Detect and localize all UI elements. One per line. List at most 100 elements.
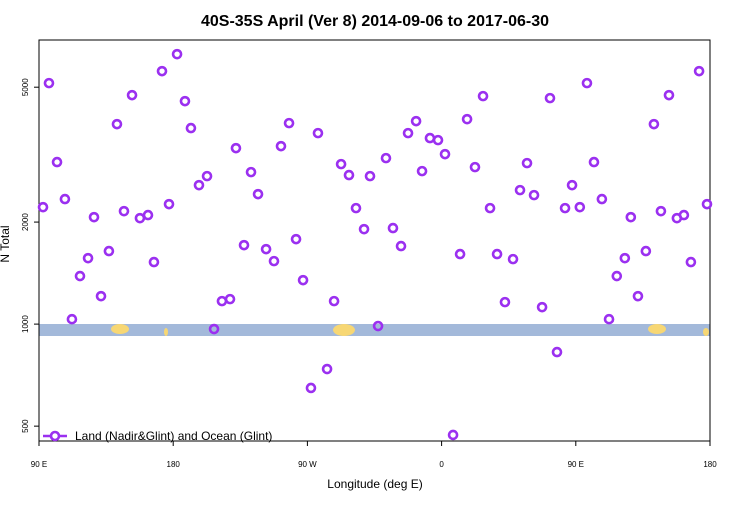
legend: Land (Nadir&Glint) and Ocean (Glint) <box>43 429 272 443</box>
data-point <box>142 209 154 221</box>
legend-label: Land (Nadir&Glint) and Ocean (Glint) <box>75 429 272 443</box>
data-point <box>252 188 264 200</box>
data-point <box>432 134 444 146</box>
x-tick-label: 90 E <box>31 460 47 469</box>
data-point <box>514 184 526 196</box>
data-point <box>372 320 384 332</box>
data-point <box>640 245 652 257</box>
data-point <box>566 179 578 191</box>
data-point <box>335 158 347 170</box>
data-point <box>43 77 55 89</box>
data-point <box>358 223 370 235</box>
data-point <box>208 323 220 335</box>
land-shape <box>648 324 666 334</box>
data-point <box>603 313 615 325</box>
data-point <box>163 198 175 210</box>
legend-marker <box>49 430 61 442</box>
data-point <box>118 205 130 217</box>
data-point <box>693 65 705 77</box>
data-point <box>343 169 355 181</box>
data-point <box>224 293 236 305</box>
data-point <box>283 117 295 129</box>
data-point <box>581 77 593 89</box>
land-shape <box>703 328 709 336</box>
data-point <box>544 92 556 104</box>
y-tick-label: 1000 <box>21 315 30 333</box>
data-point <box>416 165 428 177</box>
data-point <box>395 240 407 252</box>
data-point <box>528 189 540 201</box>
data-point <box>245 166 257 178</box>
data-point <box>179 95 191 107</box>
data-point <box>185 122 197 134</box>
land-shape <box>111 324 129 334</box>
data-point <box>82 252 94 264</box>
data-point <box>619 252 631 264</box>
data-point <box>328 295 340 307</box>
y-tick-label: 2000 <box>21 213 30 231</box>
data-point <box>410 115 422 127</box>
x-tick-label: 90 E <box>568 460 584 469</box>
x-tick-label: 90 W <box>298 460 317 469</box>
data-point <box>66 313 78 325</box>
data-point <box>588 156 600 168</box>
data-point <box>51 156 63 168</box>
data-point <box>574 201 586 213</box>
data-point <box>321 363 333 375</box>
data-point <box>230 142 242 154</box>
data-point <box>439 148 451 160</box>
data-point <box>469 161 481 173</box>
data-point <box>454 248 466 260</box>
data-point <box>507 253 519 265</box>
land-shape <box>333 324 355 336</box>
data-point <box>499 296 511 308</box>
x-tick-label: 180 <box>167 460 181 469</box>
data-point <box>297 274 309 286</box>
data-point <box>461 113 473 125</box>
x-tick-label: 180 <box>703 460 717 469</box>
data-point <box>491 248 503 260</box>
data-point <box>171 48 183 60</box>
data-point <box>260 243 272 255</box>
data-point <box>103 245 115 257</box>
data-point <box>238 239 250 251</box>
data-point <box>148 256 160 268</box>
data-point <box>625 211 637 223</box>
data-point <box>37 201 49 213</box>
data-point <box>632 290 644 302</box>
data-point <box>305 382 317 394</box>
data-point <box>74 270 86 282</box>
data-point <box>111 118 123 130</box>
data-point <box>59 193 71 205</box>
data-point <box>678 209 690 221</box>
map-strip <box>39 324 710 336</box>
data-point <box>268 255 280 267</box>
plot-frame <box>38 39 711 442</box>
y-tick-label: 500 <box>21 419 30 433</box>
data-point <box>701 198 713 210</box>
ocean-band <box>39 324 710 336</box>
data-point <box>655 205 667 217</box>
data-point <box>551 346 563 358</box>
y-axis-label: N Total <box>0 225 12 262</box>
data-point <box>663 89 675 101</box>
data-point <box>126 89 138 101</box>
data-point <box>312 127 324 139</box>
data-point <box>611 270 623 282</box>
data-point <box>88 211 100 223</box>
data-point <box>350 202 362 214</box>
data-point <box>380 152 392 164</box>
land-shape <box>164 328 168 336</box>
data-point <box>648 118 660 130</box>
data-point <box>521 157 533 169</box>
data-point <box>447 429 459 441</box>
data-point <box>156 65 168 77</box>
data-point <box>477 90 489 102</box>
x-axis-label: Longitude (deg E) <box>327 477 422 491</box>
data-point <box>596 193 608 205</box>
data-point <box>201 170 213 182</box>
data-point <box>559 202 571 214</box>
data-point <box>95 290 107 302</box>
